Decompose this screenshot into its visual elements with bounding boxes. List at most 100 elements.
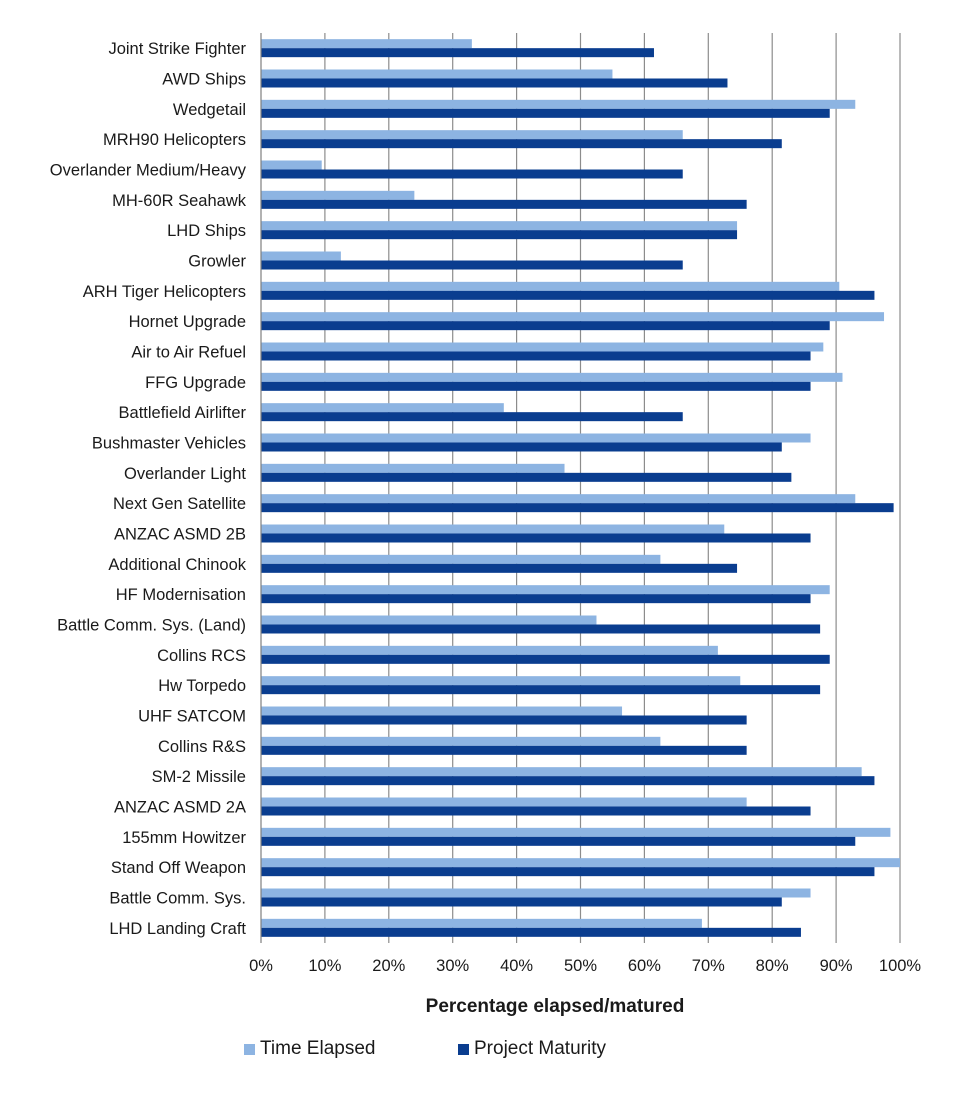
gridlines — [324, 33, 901, 943]
x-tick-label-60: 60% — [628, 957, 661, 975]
bar-time-elapsed-bushmaster-vehicles — [261, 433, 811, 443]
bar-project-maturity-overlander-light — [261, 472, 792, 482]
bar-project-maturity-hw-torpedo — [261, 685, 821, 695]
category-label-hw-torpedo: Hw Torpedo — [158, 677, 246, 695]
category-label-awd-ships: AWD Ships — [162, 71, 246, 89]
category-label-battlefield-airlifter: Battlefield Airlifter — [119, 404, 247, 422]
category-label-battle-comm-sys-land: Battle Comm. Sys. (Land) — [57, 617, 246, 635]
bar-project-maturity-next-gen-satellite — [261, 503, 894, 513]
x-tick-label-50: 50% — [564, 957, 597, 975]
legend-label-project-maturity: Project Maturity — [474, 1038, 606, 1059]
bar-time-elapsed-air-to-air-refuel — [261, 342, 824, 352]
bar-time-elapsed-additional-chinook — [261, 554, 661, 564]
category-label-additional-chinook: Additional Chinook — [108, 556, 246, 574]
bar-time-elapsed-ffg-upgrade — [261, 372, 843, 382]
bar-project-maturity-lhd-ships — [261, 230, 738, 240]
legend-swatch-time-elapsed — [244, 1043, 255, 1055]
legend-item-project-maturity: Project Maturity — [458, 1038, 606, 1060]
category-label-next-gen-satellite: Next Gen Satellite — [113, 495, 246, 513]
bar-project-maturity-additional-chinook — [261, 563, 738, 573]
category-label-hornet-upgrade: Hornet Upgrade — [129, 313, 246, 331]
bar-project-maturity-collins-r-s — [261, 745, 747, 755]
bar-project-maturity-ffg-upgrade — [261, 381, 811, 391]
category-label-battle-comm-sys: Battle Comm. Sys. — [109, 890, 246, 908]
bar-project-maturity-anzac-asmd-2a — [261, 806, 811, 816]
bar-time-elapsed-battle-comm-sys — [261, 888, 811, 898]
bar-project-maturity-mh-60r-seahawk — [261, 199, 747, 209]
bar-time-elapsed-anzac-asmd-2b — [261, 524, 725, 534]
x-tick-label-40: 40% — [500, 957, 533, 975]
bar-time-elapsed-battle-comm-sys-land — [261, 615, 597, 625]
x-tick-label-100: 100% — [879, 957, 922, 975]
bar-project-maturity-hf-modernisation — [261, 594, 811, 604]
bar-project-maturity-bushmaster-vehicles — [261, 442, 782, 452]
bar-time-elapsed-mrh90-helicopters — [261, 130, 683, 140]
bar-project-maturity-battle-comm-sys-land — [261, 624, 821, 634]
bar-time-elapsed-arh-tiger-helicopters — [261, 281, 840, 291]
x-axis-title: Percentage elapsed/matured — [426, 996, 685, 1017]
x-tick-label-90: 90% — [820, 957, 853, 975]
legend-swatch-project-maturity — [458, 1043, 469, 1055]
bar-time-elapsed-next-gen-satellite — [261, 494, 856, 504]
category-label-growler: Growler — [188, 253, 246, 271]
category-label-lhd-ships: LHD Ships — [167, 222, 246, 240]
category-label-wedgetail: Wedgetail — [173, 101, 246, 119]
bar-time-elapsed-collins-rcs — [261, 645, 718, 655]
bar-time-elapsed-155mm-howitzer — [261, 827, 891, 837]
bar-time-elapsed-hw-torpedo — [261, 676, 741, 686]
bar-time-elapsed-mh-60r-seahawk — [261, 190, 415, 200]
legend-label-time-elapsed: Time Elapsed — [260, 1038, 376, 1059]
category-label-overlander-medium-heavy: Overlander Medium/Heavy — [50, 162, 247, 180]
bar-time-elapsed-anzac-asmd-2a — [261, 797, 747, 807]
bar-time-elapsed-lhd-landing-craft — [261, 918, 702, 928]
category-labels: Joint Strike Fighter AWD Ships Wedgetail MR… — [50, 40, 247, 938]
bar-project-maturity-sm-2-missile — [261, 776, 875, 786]
bar-project-maturity-battlefield-airlifter — [261, 412, 683, 422]
bar-time-elapsed-sm-2-missile — [261, 767, 862, 777]
category-label-anzac-asmd-2a: ANZAC ASMD 2A — [114, 799, 246, 817]
bar-project-maturity-mrh90-helicopters — [261, 139, 782, 149]
category-label-overlander-light: Overlander Light — [124, 465, 246, 483]
category-label-lhd-landing-craft: LHD Landing Craft — [109, 920, 246, 938]
category-label-hf-modernisation: HF Modernisation — [116, 586, 246, 604]
bar-project-maturity-battle-comm-sys — [261, 897, 782, 907]
bar-time-elapsed-awd-ships — [261, 69, 613, 79]
bar-project-maturity-stand-off-weapon — [261, 867, 875, 877]
category-label-stand-off-weapon: Stand Off Weapon — [111, 859, 246, 877]
bar-time-elapsed-battlefield-airlifter — [261, 403, 504, 413]
x-tick-label-70: 70% — [692, 957, 725, 975]
bar-time-elapsed-lhd-ships — [261, 221, 738, 231]
bar-project-maturity-arh-tiger-helicopters — [261, 290, 875, 300]
bar-project-maturity-awd-ships — [261, 78, 728, 88]
category-label-collins-rcs: Collins RCS — [157, 647, 246, 665]
bar-project-maturity-hornet-upgrade — [261, 321, 830, 331]
category-label-arh-tiger-helicopters: ARH Tiger Helicopters — [83, 283, 246, 301]
bar-project-maturity-collins-rcs — [261, 654, 830, 664]
legend-item-time-elapsed: Time Elapsed — [244, 1038, 375, 1060]
bar-time-elapsed-stand-off-weapon — [261, 858, 900, 868]
category-label-air-to-air-refuel: Air to Air Refuel — [131, 344, 246, 362]
bar-project-maturity-joint-strike-fighter — [261, 48, 654, 58]
category-label-155mm-howitzer: 155mm Howitzer — [122, 829, 246, 847]
category-label-mh-60r-seahawk: MH-60R Seahawk — [112, 192, 247, 210]
bar-time-elapsed-overlander-light — [261, 463, 565, 473]
bar-project-maturity-growler — [261, 260, 683, 270]
x-tick-labels: 0% 10% 20% 30% 40% 50% 60% 70% 80% 90% 100% — [249, 957, 921, 975]
x-tick-label-80: 80% — [756, 957, 789, 975]
bar-time-elapsed-overlander-medium-heavy — [261, 160, 322, 170]
category-label-uhf-satcom: UHF SATCOM — [138, 708, 246, 726]
bar-project-maturity-wedgetail — [261, 108, 830, 118]
category-label-joint-strike-fighter: Joint Strike Fighter — [108, 40, 246, 58]
category-label-ffg-upgrade: FFG Upgrade — [145, 374, 246, 392]
bar-project-maturity-uhf-satcom — [261, 715, 747, 725]
x-tick-label-0: 0% — [249, 957, 273, 975]
bar-time-elapsed-wedgetail — [261, 99, 856, 109]
bar-project-maturity-lhd-landing-craft — [261, 927, 801, 937]
bar-time-elapsed-uhf-satcom — [261, 706, 623, 716]
bar-project-maturity-overlander-medium-heavy — [261, 169, 683, 179]
bar-project-maturity-155mm-howitzer — [261, 836, 856, 846]
bars — [261, 39, 900, 937]
bar-time-elapsed-joint-strike-fighter — [261, 39, 472, 49]
